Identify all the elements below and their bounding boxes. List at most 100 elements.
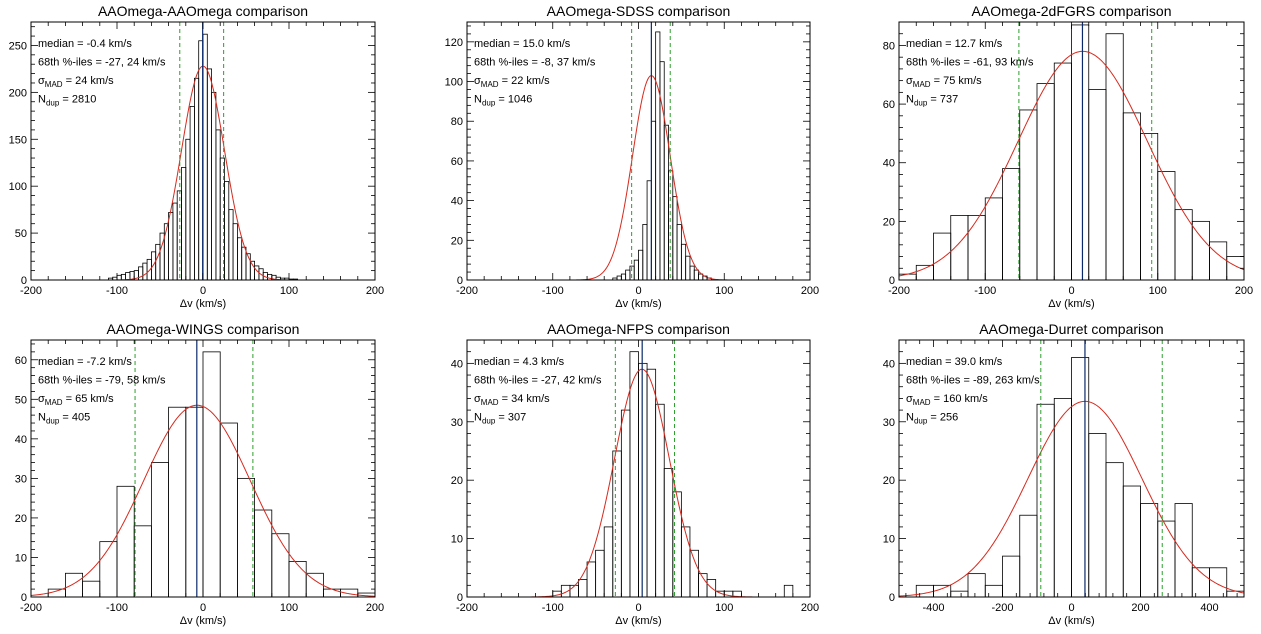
- histogram-bar: [1053, 62, 1072, 280]
- histogram-bar: [1036, 403, 1055, 597]
- histogram-bar: [933, 232, 952, 280]
- y-tick-label: 60: [883, 99, 895, 111]
- histogram-bar: [215, 129, 221, 280]
- x-tick-label: 100: [715, 285, 733, 297]
- x-tick-label: 0: [200, 602, 206, 614]
- histogram-panel-2: AAOmega-SDSS comparison -200 -100 0 100 200 0 2…: [445, 3, 820, 310]
- x-axis-label: Δv (km/s): [1048, 615, 1094, 627]
- panel-title: AAOmega-SDSS comparison: [547, 3, 731, 19]
- y-tick-label: 30: [451, 417, 463, 429]
- x-tick-label: -200: [888, 285, 910, 297]
- x-tick-label: 0: [200, 285, 206, 297]
- gaussian-fit-curve: [31, 404, 375, 597]
- histogram-bar: [185, 406, 204, 597]
- histogram-bar: [915, 264, 934, 280]
- x-tick-label: 0: [635, 602, 641, 614]
- histogram-bar: [185, 138, 191, 280]
- histogram-bar: [620, 409, 631, 597]
- histogram-bar: [1019, 109, 1038, 280]
- stats-annotation: 68th %-iles = -61, 93 km/s: [906, 57, 1034, 69]
- histogram-bar: [984, 584, 1003, 597]
- stats-annotation: 68th %-iles = -89, 263 km/s: [906, 375, 1040, 387]
- histogram-bar: [950, 590, 969, 597]
- x-tick-label: 100: [280, 602, 298, 614]
- x-tick-label: 100: [280, 285, 298, 297]
- y-tick-label: 80: [451, 116, 463, 128]
- gaussian-fit-curve: [899, 400, 1244, 597]
- histogram-bar: [620, 273, 627, 280]
- histogram-bar: [646, 180, 652, 280]
- histogram-bar: [689, 549, 699, 597]
- histogram-bar: [1088, 433, 1107, 597]
- x-tick-label: -200: [20, 285, 42, 297]
- histogram-bar: [271, 533, 290, 597]
- histogram-bar: [150, 251, 157, 280]
- stats-annotation: Ndup = 307: [474, 412, 526, 426]
- y-tick-label: 20: [451, 475, 463, 487]
- panel-title: AAOmega-AAOmega comparison: [98, 3, 308, 19]
- histogram-bar: [1105, 33, 1124, 280]
- histogram-bar: [638, 362, 648, 597]
- histogram-bar: [322, 588, 341, 597]
- histogram-bar: [155, 243, 161, 280]
- histogram-bar: [193, 77, 200, 280]
- histogram-bar: [1157, 520, 1176, 597]
- histogram-bar: [142, 262, 148, 280]
- histogram-bar: [603, 526, 614, 597]
- y-tick-label: 20: [883, 475, 895, 487]
- gaussian-fit-curve: [467, 75, 810, 280]
- histogram-bar: [655, 403, 665, 597]
- x-tick-label: -100: [974, 285, 996, 297]
- x-tick-label: -100: [542, 285, 564, 297]
- histogram-bar: [1036, 83, 1055, 280]
- y-tick-label: 60: [451, 156, 463, 168]
- x-tick-label: 400: [1200, 602, 1218, 614]
- histogram-bar: [650, 120, 657, 280]
- y-tick-label: 200: [9, 87, 27, 99]
- x-tick-label: -100: [106, 602, 128, 614]
- panel-title: AAOmega-2dFGRS comparison: [972, 3, 1172, 19]
- y-tick-label: 0: [889, 275, 895, 287]
- y-tick-label: 0: [457, 275, 463, 287]
- histogram-bar: [211, 91, 217, 280]
- histogram-bar: [612, 450, 622, 597]
- stats-annotation: σMAD = 24 km/s: [38, 75, 114, 89]
- histogram-bar: [1174, 209, 1193, 280]
- histogram-bar: [967, 215, 986, 280]
- histogram-bar: [578, 579, 588, 597]
- histogram-bar: [663, 124, 669, 280]
- histogram-bar: [629, 351, 639, 597]
- histogram-bar: [1071, 357, 1090, 597]
- histogram-bar: [984, 197, 1003, 280]
- histogram-bar: [655, 31, 661, 280]
- histogram-bar: [950, 215, 969, 280]
- stats-annotation: Ndup = 737: [906, 94, 958, 108]
- histogram-bar: [1140, 503, 1159, 597]
- y-tick-label: 10: [451, 534, 463, 546]
- y-tick-label: 50: [15, 228, 27, 240]
- histogram-bar: [228, 209, 234, 280]
- histogram-bar: [125, 272, 131, 280]
- histogram-bar: [120, 273, 127, 280]
- stats-annotation: Ndup = 405: [38, 412, 90, 426]
- x-tick-label: -400: [922, 602, 944, 614]
- histogram-bar: [1209, 567, 1228, 597]
- y-tick-label: 40: [451, 196, 463, 208]
- histogram-bar: [219, 422, 238, 597]
- histogram-bar: [633, 259, 639, 280]
- panel-title: AAOmega-WINGS comparison: [107, 321, 300, 337]
- histogram-bar: [65, 572, 84, 597]
- histogram-bar: [232, 223, 238, 280]
- histogram-bar: [693, 269, 699, 280]
- stats-annotation: 68th %-iles = -27, 24 km/s: [38, 57, 166, 69]
- stats-annotation: Ndup = 256: [906, 412, 958, 426]
- histogram-bar: [116, 274, 122, 280]
- histogram-bar: [241, 246, 247, 280]
- histogram-bar: [150, 462, 169, 597]
- x-tick-label: -200: [20, 602, 42, 614]
- histogram-bar: [236, 477, 255, 597]
- stats-annotation: median = -0.4 km/s: [38, 38, 132, 50]
- y-tick-label: 60: [15, 355, 27, 367]
- histogram-bar: [1088, 89, 1107, 280]
- x-tick-label: 200: [1235, 285, 1253, 297]
